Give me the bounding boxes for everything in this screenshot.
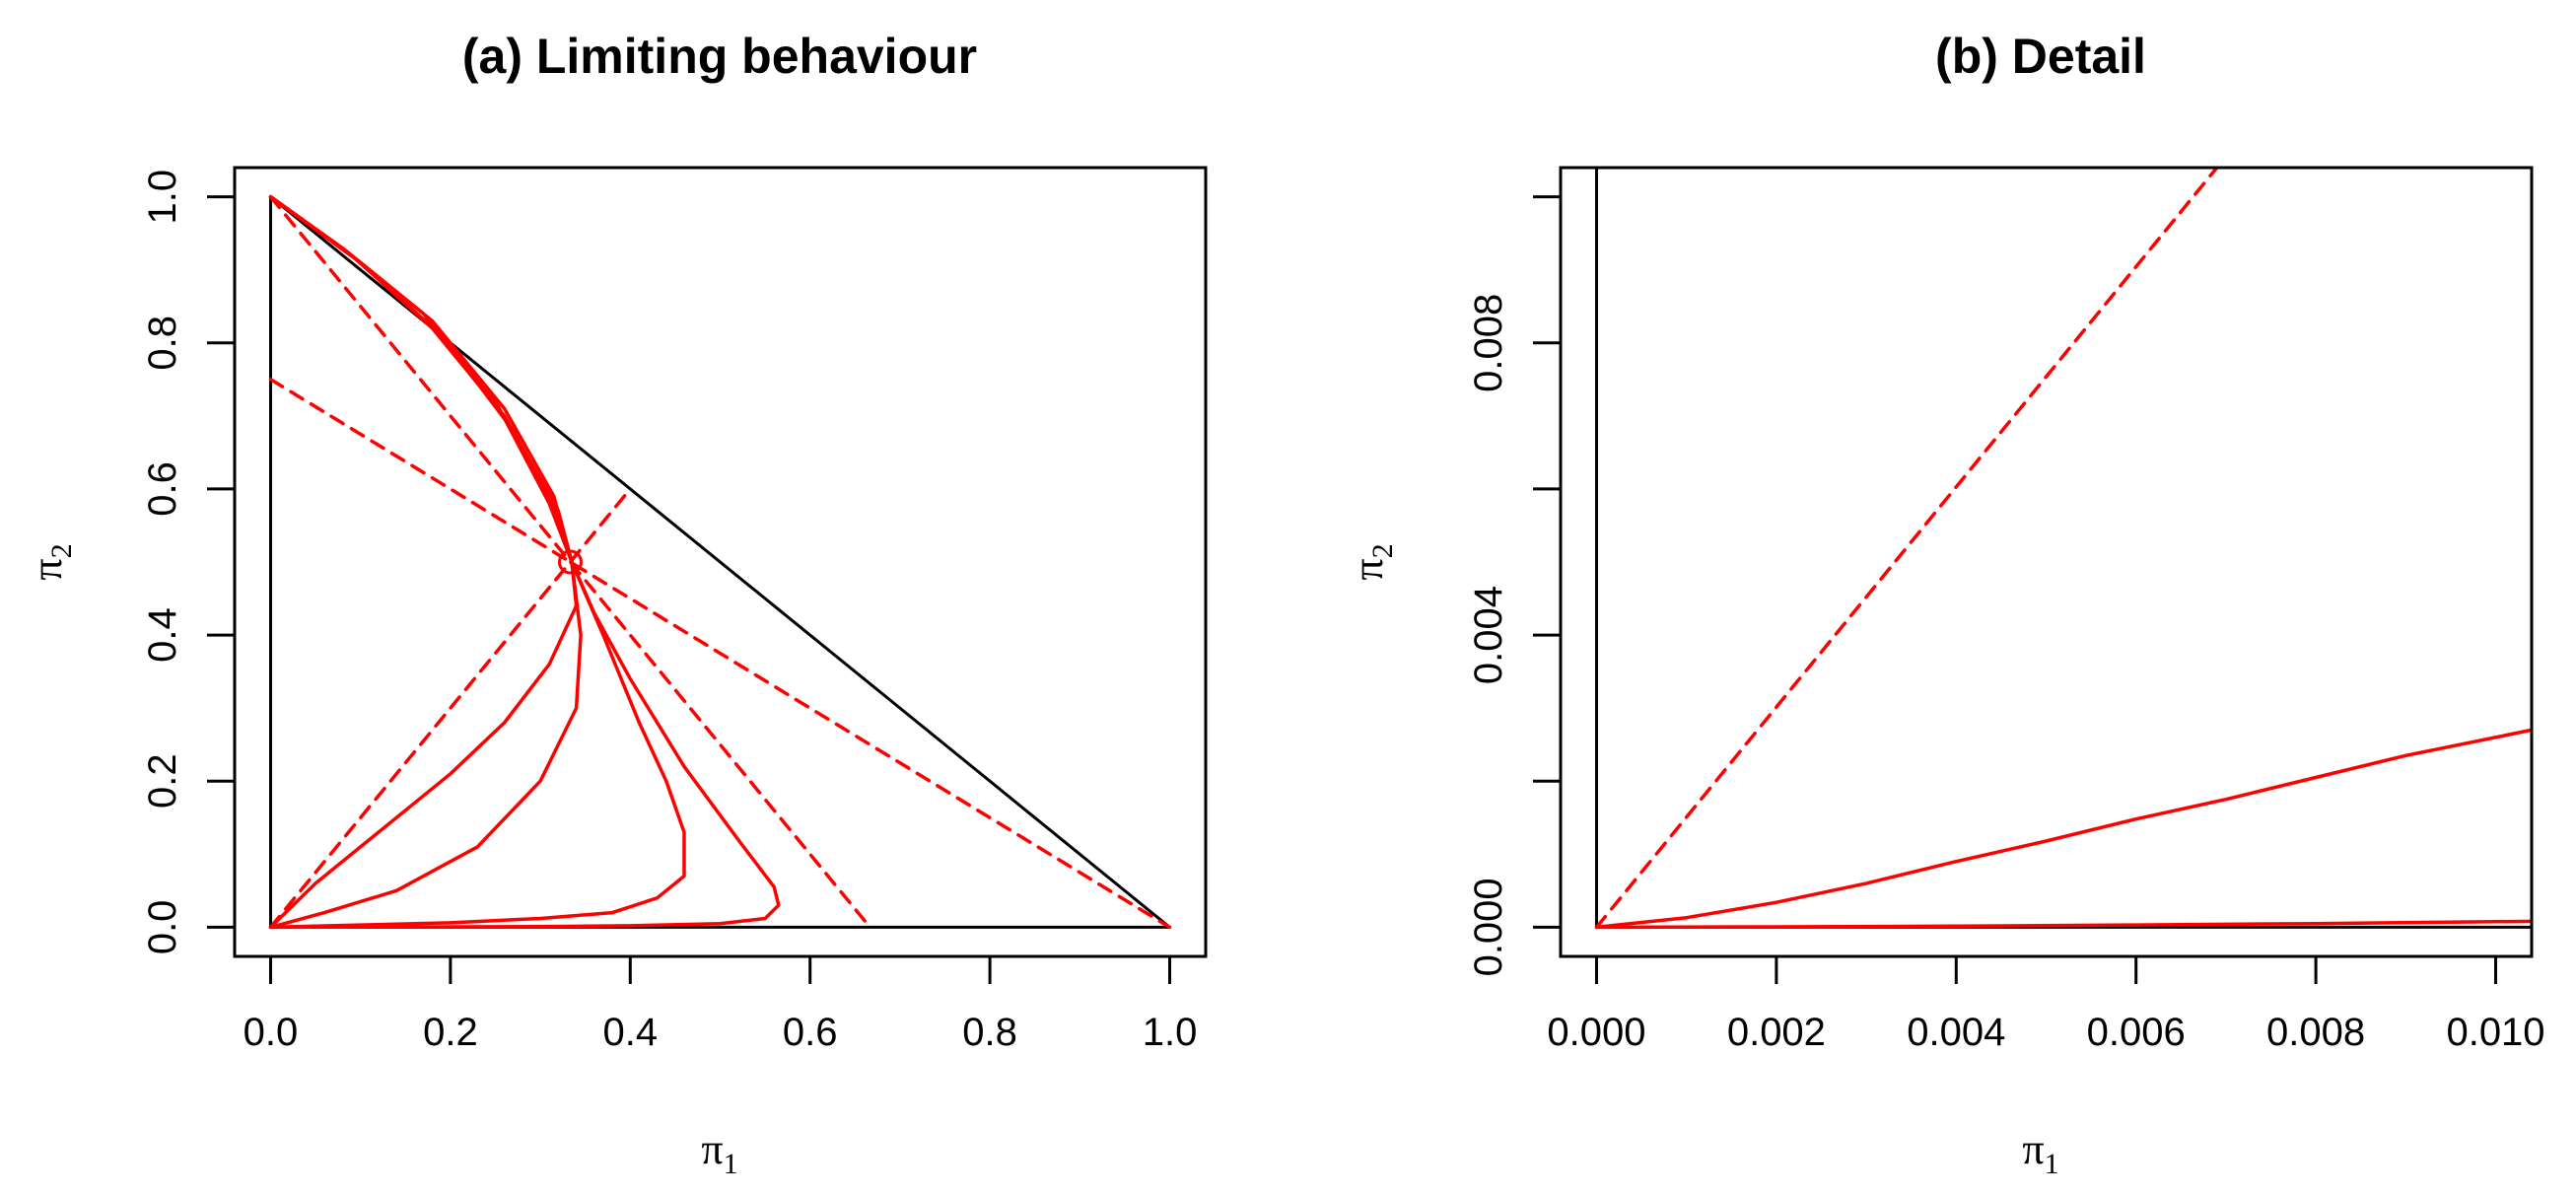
- y-tick-label: 0.000: [1467, 878, 1510, 976]
- panel-b-y-axis-label: π2: [1344, 543, 1399, 580]
- y-tick-label: 0.8: [141, 316, 184, 371]
- panel-a-plot-area: [268, 194, 1172, 930]
- series-simplex-boundary: [269, 195, 1171, 929]
- panel-b-title: (b) Detail: [1935, 29, 2146, 84]
- panel-b-x-axis-label: π1: [2022, 1125, 2058, 1180]
- x-tick-label: 0.010: [2446, 1011, 2544, 1054]
- panel-a-x-axis-label: π1: [701, 1125, 737, 1180]
- y-tick-label: 0.008: [1467, 294, 1510, 392]
- panel-a-y-axis-label: π2: [23, 543, 78, 580]
- series-dashed-line-B: [268, 378, 1172, 930]
- fixed-point-marker: [557, 549, 583, 575]
- y-tick-label: 0.004: [1467, 586, 1510, 684]
- panel-b-y-ticks: 0.000 0.004 0.008: [1467, 195, 1563, 976]
- x-tick-label: 0.6: [783, 1011, 838, 1054]
- x-tick-label: 0.8: [962, 1011, 1017, 1054]
- y-tick-label: 1.0: [141, 170, 184, 225]
- x-tick-label: 0.008: [2266, 1011, 2365, 1054]
- panel-b-plot-area: [1594, 168, 2532, 930]
- panel-detail: (b) Detail 0.000 0.002 0.004 0.006 0.008 0.01…: [1344, 29, 2545, 1180]
- series-curve-3-detail: [1594, 919, 2532, 930]
- series-curve-3: [268, 194, 686, 930]
- y-tick-label: 0.0: [141, 900, 184, 955]
- x-tick-label: 1.0: [1143, 1011, 1198, 1054]
- x-tick-label: 0.006: [2087, 1011, 2186, 1054]
- x-tick-label: 0.002: [1727, 1011, 1826, 1054]
- panel-a-y-ticks: 0.0 0.2 0.4 0.6 0.8 1.0: [141, 170, 237, 955]
- x-tick-label: 0.4: [602, 1011, 658, 1054]
- series-curve-4: [268, 194, 781, 930]
- x-tick-label: 0.004: [1907, 1011, 2005, 1054]
- x-tick-label: 0.2: [423, 1011, 478, 1054]
- y-tick-label: 0.2: [141, 753, 184, 809]
- y-tick-label: 0.6: [141, 461, 184, 517]
- series-curve-2-detail: [1594, 728, 2532, 930]
- x-tick-label: 0.0: [244, 1011, 299, 1054]
- x-tick-label: 0.000: [1547, 1011, 1645, 1054]
- panel-limiting-behaviour: (a) Limiting behaviour 0.0 0.2 0.4 0.6 0.8 1.…: [23, 29, 1208, 1180]
- series-dashed-line-A: [1594, 168, 2219, 930]
- panel-a-title: (a) Limiting behaviour: [462, 29, 977, 84]
- panel-b-x-ticks: 0.000 0.002 0.004 0.006 0.008 0.010: [1547, 954, 2545, 1054]
- y-tick-label: 0.4: [141, 607, 184, 663]
- panel-a-x-ticks: 0.0 0.2 0.4 0.6 0.8 1.0: [244, 954, 1198, 1054]
